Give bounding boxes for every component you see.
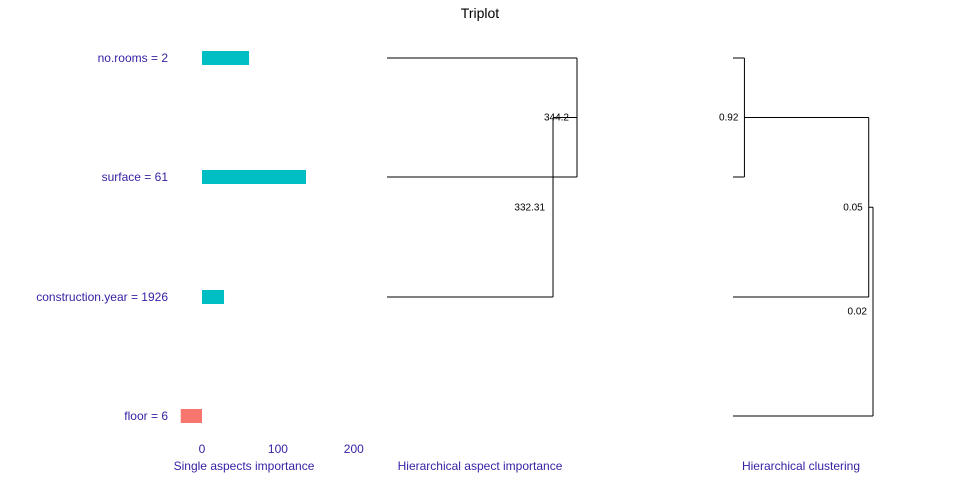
feature-label-construction-year-1926: construction.year = 1926 [36, 290, 168, 304]
hierarchical-clustering-panel: 0.92 0.05 0.02 [719, 57, 874, 417]
feature-label-no-rooms-2: no.rooms = 2 [98, 51, 169, 65]
x-tick-label-0: 0 [199, 442, 206, 456]
x-tick-label-200: 200 [344, 442, 364, 456]
importance-bar-surface-61 [202, 170, 306, 184]
importance-bar-no-rooms-2 [202, 51, 250, 65]
hc-node-label-0: 0.92 [719, 113, 739, 124]
hierarchical-aspect-importance-xlabel: Hierarchical aspect importance [398, 459, 563, 473]
hai-node-label-1: 332.31 [514, 202, 545, 213]
importance-bar-floor-6 [180, 409, 202, 423]
hierarchical-clustering-xlabel: Hierarchical clustering [742, 459, 860, 473]
x-tick-label-100: 100 [268, 442, 288, 456]
feature-label-surface-61: surface = 61 [102, 170, 169, 184]
single-aspects-panel: no.rooms = 2 surface = 61 construction.yea… [36, 51, 364, 456]
hc-node-label-2: 0.02 [848, 307, 868, 318]
chart-title: Triplot [461, 5, 499, 21]
single-aspects-xlabel: Single aspects importance [174, 459, 315, 473]
hc-node-label-1: 0.05 [843, 202, 863, 213]
importance-bar-construction-year-1926 [202, 290, 225, 304]
feature-label-floor-6: floor = 6 [124, 409, 168, 423]
